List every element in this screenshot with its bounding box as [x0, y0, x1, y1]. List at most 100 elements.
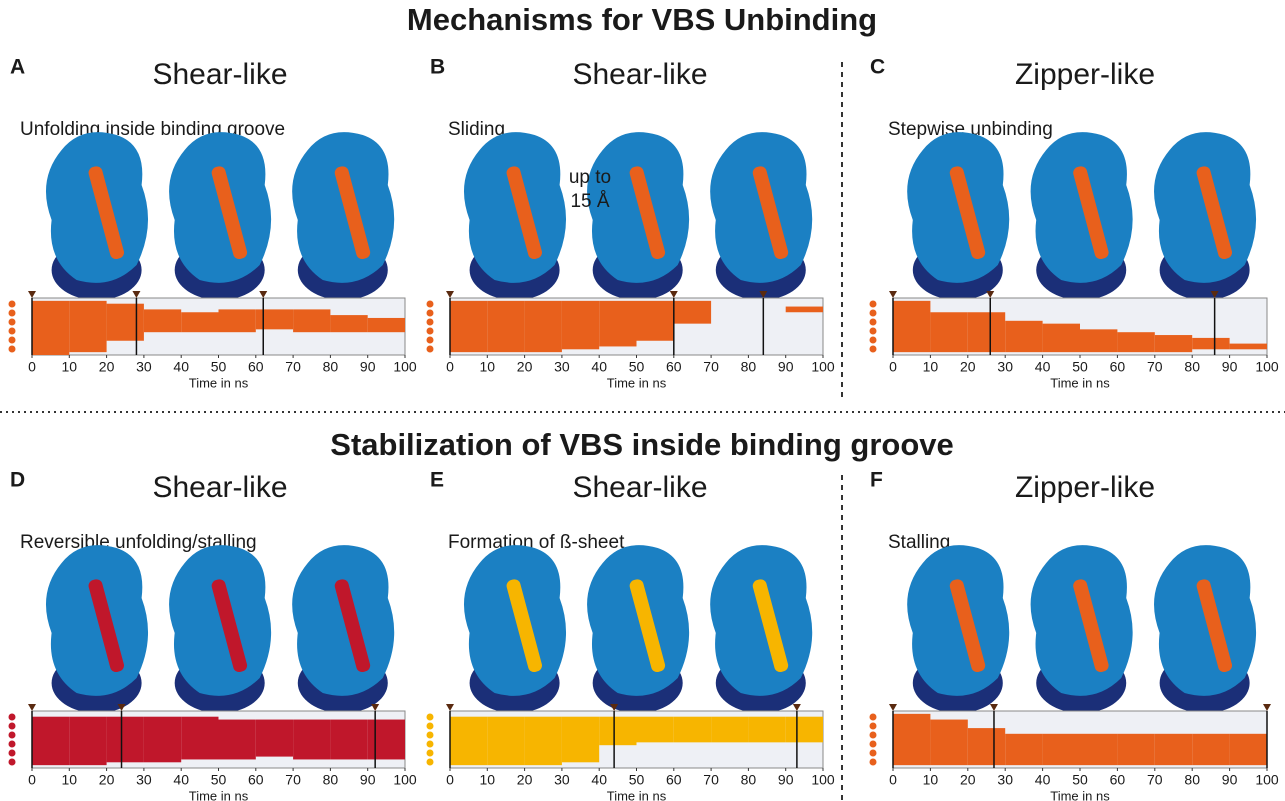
helix-icon [427, 310, 434, 317]
helix-occupancy [674, 301, 711, 324]
protein-surface [710, 545, 812, 696]
helix-occupancy [674, 717, 711, 743]
helix-occupancy [256, 309, 293, 329]
x-tick-label: 20 [99, 359, 115, 375]
helix-icon [427, 337, 434, 344]
x-tick-label: 80 [741, 359, 757, 375]
helix-icon [9, 759, 16, 766]
snapshot-triangle [371, 704, 379, 711]
helix-occupancy [748, 717, 785, 743]
x-tick-label: 80 [1184, 359, 1200, 375]
x-tick-label: 10 [923, 772, 939, 788]
helix-occupancy [637, 717, 674, 743]
x-tick-label: 30 [554, 772, 570, 788]
x-tick-label: 80 [323, 359, 339, 375]
x-tick-label: 40 [173, 359, 189, 375]
x-tick-label: 70 [1147, 772, 1163, 788]
x-tick-label: 0 [28, 772, 36, 788]
helix-occupancy [1155, 335, 1192, 352]
helix-occupancy [1192, 338, 1229, 349]
helix-icon [427, 723, 434, 730]
helix-occupancy [368, 720, 405, 760]
helix-occupancy [1117, 332, 1154, 352]
helix-occupancy [144, 717, 181, 763]
x-tick-label: 30 [136, 359, 152, 375]
x-tick-label: 90 [360, 359, 376, 375]
helix-icon [427, 328, 434, 335]
helix-icon [427, 319, 434, 326]
x-tick-label: 40 [1035, 772, 1051, 788]
helix-occupancy [637, 301, 674, 341]
panel-title: Shear-like [152, 471, 287, 504]
x-tick-label: 0 [889, 772, 897, 788]
helix-occupancy [893, 301, 930, 352]
snapshot-triangle [1263, 704, 1271, 711]
x-tick-label: 40 [591, 359, 607, 375]
x-tick-label: 100 [393, 772, 417, 788]
x-axis-label: Time in ns [1050, 788, 1110, 801]
helix-icon [870, 337, 877, 344]
helix-occupancy [487, 717, 524, 765]
helix-occupancy [786, 717, 823, 743]
x-tick-label: 80 [323, 772, 339, 788]
protein-surface [907, 132, 1009, 283]
helix-occupancy [181, 717, 218, 760]
protein-surface [169, 132, 271, 283]
x-tick-label: 50 [629, 359, 645, 375]
panel-letter: C [870, 56, 885, 79]
helix-icon [870, 759, 877, 766]
helix-icon [9, 732, 16, 739]
x-tick-label: 10 [923, 359, 939, 375]
snapshot-triangle [446, 704, 454, 711]
snapshot-triangle [132, 291, 140, 298]
x-tick-label: 20 [99, 772, 115, 788]
helix-icon [9, 714, 16, 721]
x-tick-label: 90 [778, 772, 794, 788]
snapshot-triangle [670, 291, 678, 298]
helix-occupancy [893, 714, 930, 765]
x-tick-label: 50 [211, 772, 227, 788]
snapshot-triangle [446, 291, 454, 298]
x-tick-label: 30 [554, 359, 570, 375]
helix-icon [427, 759, 434, 766]
snapshot-triangle [28, 291, 36, 298]
x-axis-label: Time in ns [1050, 375, 1110, 390]
x-tick-label: 60 [248, 359, 264, 375]
helix-occupancy [930, 312, 967, 352]
panel-letter: E [430, 469, 444, 492]
x-tick-label: 30 [136, 772, 152, 788]
panel-letter: F [870, 469, 883, 492]
x-tick-label: 50 [1072, 359, 1088, 375]
protein-surface [587, 545, 689, 696]
x-tick-label: 90 [778, 359, 794, 375]
panel-title: Shear-like [572, 471, 707, 504]
x-tick-label: 40 [173, 772, 189, 788]
x-tick-label: 30 [997, 772, 1013, 788]
x-axis-label: Time in ns [607, 375, 667, 390]
x-tick-label: 10 [480, 772, 496, 788]
helix-occupancy [1192, 734, 1229, 765]
x-tick-label: 70 [703, 359, 719, 375]
x-tick-label: 70 [285, 772, 301, 788]
helix-occupancy [1005, 734, 1042, 765]
x-tick-label: 60 [1110, 772, 1126, 788]
x-tick-label: 90 [1222, 359, 1238, 375]
helix-occupancy [293, 720, 330, 760]
snapshot-triangle [793, 704, 801, 711]
helix-occupancy [450, 717, 487, 765]
protein-surface [1031, 132, 1133, 283]
x-tick-label: 70 [285, 359, 301, 375]
x-tick-label: 20 [517, 359, 533, 375]
snapshot-triangle [259, 291, 267, 298]
protein-surface [169, 545, 271, 696]
helix-occupancy [69, 301, 106, 352]
snapshot-triangle [889, 291, 897, 298]
x-tick-label: 80 [741, 772, 757, 788]
helix-occupancy [256, 720, 293, 757]
protein-surface [907, 545, 1009, 696]
helix-icon [870, 714, 877, 721]
helix-occupancy [968, 312, 1005, 352]
protein-surface [292, 545, 394, 696]
protein-surface [1154, 132, 1256, 283]
x-tick-label: 20 [960, 359, 976, 375]
